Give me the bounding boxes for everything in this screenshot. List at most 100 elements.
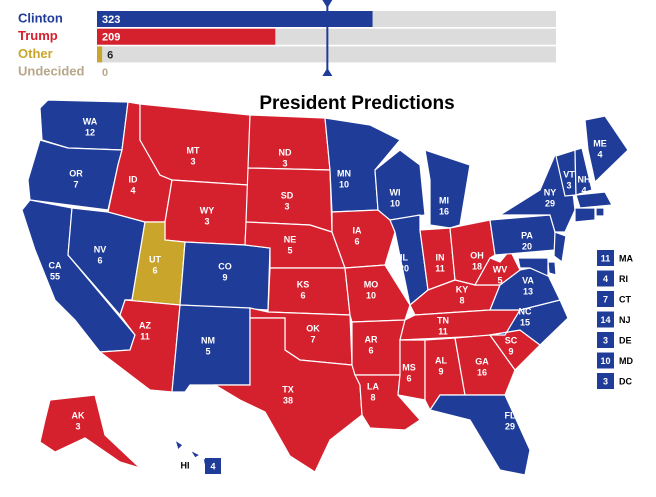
state-shape	[247, 114, 331, 171]
state-abbr: PA	[521, 230, 533, 240]
state-abbr: MA	[619, 253, 633, 263]
state-abbr: HI	[181, 460, 190, 470]
state-abbr: OR	[69, 168, 83, 178]
state-votes: 20	[522, 241, 532, 251]
state-abbr: IL	[400, 252, 409, 262]
vote-box	[597, 250, 614, 266]
state-votes: 7	[73, 179, 78, 189]
state-votes: 5	[287, 245, 292, 255]
state-votes: 8	[370, 392, 375, 402]
state-shape	[397, 339, 426, 401]
state-abbr: NV	[94, 244, 107, 254]
state-votes: 10	[339, 179, 349, 189]
state-votes: 4	[130, 185, 135, 195]
state-shape	[188, 448, 202, 459]
state-votes: 6	[406, 373, 411, 383]
state-abbr: KS	[297, 279, 310, 289]
state-votes: 10	[390, 198, 400, 208]
state-abbr: OH	[470, 250, 484, 260]
state-abbr: WA	[83, 116, 98, 126]
tally-value: 0	[102, 67, 108, 79]
state-votes: 16	[477, 367, 487, 377]
state-shape	[212, 317, 363, 473]
state-votes: 6	[300, 290, 305, 300]
state-votes: 3	[282, 158, 287, 168]
state-shape	[171, 304, 251, 393]
state-votes: 15	[520, 317, 530, 327]
state-votes: 7	[603, 294, 608, 304]
state-abbr: AR	[365, 334, 378, 344]
state-votes: 7	[310, 334, 315, 344]
state-abbr: WV	[493, 264, 508, 274]
state-abbr: VA	[522, 275, 534, 285]
state-votes: 3	[603, 335, 608, 345]
vote-box	[597, 270, 614, 287]
state-shape	[574, 207, 596, 223]
state-abbr: LA	[367, 381, 379, 391]
candidate-name: Clinton	[18, 10, 63, 25]
state-votes: 38	[283, 395, 293, 405]
state-abbr: UT	[149, 254, 161, 264]
state-votes: 12	[85, 127, 95, 137]
state-votes: 18	[472, 261, 482, 271]
state-abbr: NY	[544, 187, 557, 197]
state-votes: 3	[190, 156, 195, 166]
state-votes: 11	[601, 253, 611, 263]
state-shape	[547, 261, 557, 276]
tally-value: 6	[107, 49, 113, 61]
state-abbr: MN	[337, 168, 351, 178]
state-shape	[39, 394, 141, 469]
vote-box	[597, 352, 614, 369]
state-abbr: AL	[435, 355, 447, 365]
state-shape	[344, 264, 411, 323]
state-abbr: CT	[619, 294, 631, 304]
state-votes: 4	[581, 185, 586, 195]
state-shape	[331, 209, 396, 269]
state-abbr: SD	[281, 190, 294, 200]
state-abbr: ND	[279, 147, 292, 157]
state-abbr: AK	[72, 410, 85, 420]
state-shape	[351, 319, 406, 376]
state-votes: 11	[140, 331, 150, 341]
state-abbr: KY	[456, 284, 469, 294]
state-shape	[267, 267, 351, 316]
state-shape	[429, 394, 531, 476]
state-abbr: FL	[505, 410, 516, 420]
state-abbr: GA	[475, 356, 489, 366]
state-abbr: MD	[619, 356, 633, 366]
state-votes: 4	[597, 149, 602, 159]
state-abbr: MT	[187, 145, 200, 155]
state-abbr: CA	[49, 260, 62, 270]
state-votes: 11	[435, 263, 445, 273]
state-votes: 3	[204, 216, 209, 226]
state-shape	[595, 207, 605, 217]
state-abbr: WI	[390, 187, 401, 197]
state-votes: 3	[75, 421, 80, 431]
state-abbr: AZ	[139, 320, 151, 330]
state-shape	[574, 147, 593, 196]
state-votes: 9	[222, 272, 227, 282]
state-abbr: NJ	[619, 315, 631, 325]
state-abbr: IA	[353, 225, 363, 235]
tally-bar	[97, 11, 373, 27]
state-abbr: SC	[505, 335, 518, 345]
state-votes: 9	[438, 366, 443, 376]
state-abbr: DE	[619, 335, 632, 345]
state-abbr: IN	[436, 252, 445, 262]
state-abbr: WY	[200, 205, 215, 215]
state-abbr: OK	[306, 323, 320, 333]
tally-value: 323	[102, 14, 120, 26]
state-votes: 11	[438, 326, 448, 336]
vote-box	[597, 373, 614, 389]
state-votes: 9	[508, 346, 513, 356]
state-votes: 55	[50, 271, 60, 281]
state-votes: 6	[97, 255, 102, 265]
state-abbr: TX	[282, 384, 294, 394]
state-votes: 29	[505, 421, 515, 431]
state-votes: 20	[399, 263, 409, 273]
state-votes: 14	[600, 315, 610, 325]
state-votes: 10	[366, 290, 376, 300]
state-abbr: MO	[364, 279, 379, 289]
state-votes: 16	[439, 206, 449, 216]
state-abbr: MS	[402, 362, 416, 372]
